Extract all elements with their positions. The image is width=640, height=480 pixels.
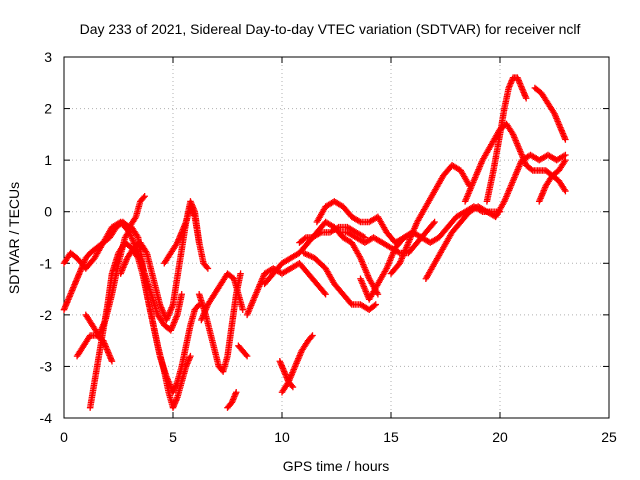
y-tick-label: -3 [40, 358, 53, 374]
y-tick-label: 0 [44, 204, 52, 220]
plus-marker [243, 352, 251, 360]
x-tick-label: 10 [274, 429, 290, 445]
plus-marker [322, 290, 329, 298]
y-tick-label: 2 [44, 101, 52, 117]
satellite-track-8 [195, 270, 244, 375]
satellite-track-9 [198, 270, 247, 324]
y-tick-label: 3 [44, 49, 52, 65]
y-tick-label: -4 [40, 410, 53, 426]
plus-marker [374, 290, 382, 298]
satellite-track-12 [243, 260, 329, 319]
satellite-track-24 [483, 74, 530, 205]
y-tick-label: 1 [44, 152, 52, 168]
plus-marker [108, 358, 116, 365]
y-tick-label: -1 [40, 255, 53, 271]
x-axis-label: GPS time / hours [283, 458, 390, 474]
plus-marker [562, 156, 569, 164]
plus-marker [372, 301, 379, 308]
plus-marker [239, 306, 247, 313]
satellite-track-7 [161, 203, 212, 272]
plus-marker [562, 187, 569, 195]
x-tick-label: 15 [383, 429, 399, 445]
plus-marker [522, 95, 530, 102]
plus-marker [289, 383, 297, 391]
satellite-track-21 [387, 162, 473, 277]
plus-marker [361, 234, 369, 241]
plus-marker [431, 218, 438, 226]
x-tick-labels: 0 5 10 15 20 25 [60, 429, 617, 445]
plus-marker [232, 388, 240, 396]
satellite-track-11 [235, 342, 251, 360]
axis-ticks [63, 56, 610, 419]
satellite-track-18 [313, 198, 417, 246]
plus-marker [204, 265, 212, 272]
data-marks [60, 74, 569, 411]
plus-marker [141, 192, 148, 200]
satellite-track-26 [535, 172, 569, 205]
satellite-track-3 [73, 332, 116, 365]
satellite-track-5 [82, 223, 203, 396]
satellite-track-25 [531, 84, 569, 143]
plus-marker [309, 332, 316, 339]
y-tick-label: -2 [40, 307, 53, 323]
satellite-track-10 [224, 388, 240, 411]
plus-marker [178, 290, 185, 298]
chart-title: Day 233 of 2021, Sidereal Day-to-day VTE… [80, 21, 581, 37]
satellite-track-23 [461, 120, 569, 205]
x-tick-label: 25 [601, 429, 617, 445]
x-tick-label: 20 [492, 429, 508, 445]
plot-frame [63, 56, 610, 419]
y-axis-label: SDTVAR / TECUs [6, 182, 22, 294]
grid-lines [64, 57, 609, 418]
plus-marker [562, 151, 569, 159]
plus-marker [237, 270, 244, 277]
satellite-track-2 [60, 192, 148, 313]
plus-marker [187, 352, 194, 360]
plus-marker [562, 136, 569, 143]
x-tick-label: 0 [60, 429, 68, 445]
y-tick-labels: -4 -3 -2 -1 0 1 2 3 [40, 49, 53, 426]
satellite-track-17 [300, 249, 379, 313]
satellite-track-22 [422, 151, 569, 283]
x-tick-label: 5 [169, 429, 177, 445]
satellite-track-15 [278, 332, 316, 396]
satellite-track-16 [296, 223, 369, 246]
